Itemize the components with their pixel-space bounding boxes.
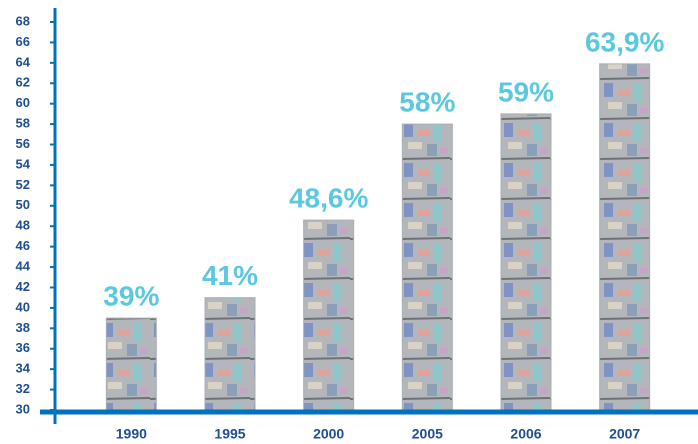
bar [204,297,256,411]
y-tick-label: 62 [16,75,30,90]
bar [105,317,157,411]
y-tick-label: 60 [16,95,30,110]
y-tick-label: 56 [16,136,30,151]
y-tick-label: 40 [16,299,30,314]
x-tick-label: 1990 [116,426,147,442]
x-tick-label: 2007 [609,426,640,442]
y-tick-label: 42 [16,279,30,294]
x-tick-label: 1995 [214,426,245,442]
x-tick-label: 2005 [412,426,443,442]
value-label: 48,6% [289,182,368,213]
value-label: 58% [399,86,455,117]
y-tick-label: 68 [16,13,30,28]
y-tick-label: 44 [16,258,31,273]
value-label: 59% [498,76,554,107]
x-tick-label: 2006 [510,426,541,442]
value-label: 63,9% [585,26,664,57]
y-tick-label: 50 [16,197,30,212]
x-tick-label: 2000 [313,426,344,442]
y-tick-label: 54 [16,156,31,171]
y-tick-label: 52 [16,177,30,192]
y-tick-label: 46 [16,238,30,253]
y-tick-label: 32 [16,381,30,396]
y-tick-label: 38 [16,320,30,335]
bar [401,123,453,411]
y-tick-label: 48 [16,218,30,233]
bar [303,219,355,411]
bar [599,63,651,411]
value-label: 41% [202,260,258,291]
value-label: 39% [103,280,159,311]
y-tick-label: 30 [16,401,30,416]
y-tick-label: 34 [16,361,31,376]
y-tick-label: 64 [16,54,31,69]
bar [500,113,552,411]
y-tick-label: 66 [16,34,30,49]
y-tick-label: 58 [16,116,30,131]
y-tick-label: 36 [16,340,30,355]
